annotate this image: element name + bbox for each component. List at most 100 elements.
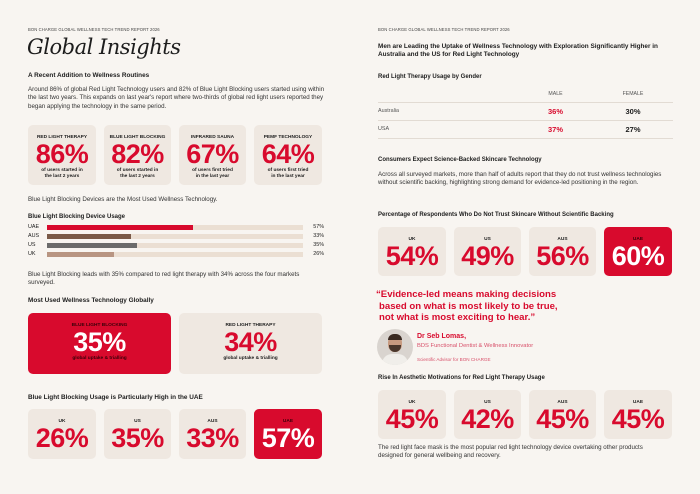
card-value: 82%: [111, 139, 164, 169]
card-value: 60%: [611, 241, 665, 271]
card-label: US: [134, 419, 141, 424]
report-kicker: BON CHARGE GLOBAL WELLNESS TECH TREND RE…: [378, 27, 510, 32]
card-label: BLUE LIGHT BLOCKING: [71, 323, 128, 328]
report-kicker: BON CHARGE GLOBAL WELLNESS TECH TREND RE…: [28, 27, 160, 32]
quote-line: “Evidence-led means making decisions: [376, 289, 557, 300]
avatar: [377, 329, 413, 365]
card-value: 56%: [536, 241, 589, 271]
page-title: Global Insights: [27, 35, 181, 59]
chart-paragraph: Blue Light Blocking leads with 35% compa…: [28, 271, 300, 287]
bar-row: UAE 57%: [28, 224, 324, 231]
author-advisor: Scientific Advisor for BON CHARGE: [417, 357, 491, 362]
card-label: US: [484, 237, 491, 242]
card-sub: of users started in: [116, 168, 159, 173]
bar-label: AUS: [28, 233, 40, 239]
row-country: USA: [378, 120, 518, 139]
card-sub: the last 2 years: [44, 174, 80, 179]
card-sub: global uptake & trialling: [72, 356, 127, 361]
column-header: MALE: [518, 86, 593, 103]
card-sub: global uptake & trialling: [223, 356, 278, 361]
card-value: 54%: [385, 241, 439, 271]
table-row: Australia 36% 30%: [378, 102, 673, 121]
bar-row: US 35%: [28, 242, 324, 249]
card-label: INFRARED SAUNA: [190, 135, 235, 140]
bar-label: US: [28, 242, 36, 248]
card-value: 49%: [461, 241, 514, 271]
country-card-highlight: UAE 60%: [604, 227, 672, 276]
table-title: Red Light Therapy Usage by Gender: [378, 74, 482, 80]
card-value: 45%: [536, 404, 589, 434]
card-value: 34%: [224, 327, 277, 357]
stat-card: BLUE LIGHT BLOCKING 82% of users started…: [104, 125, 171, 185]
pull-quote: “Evidence-led means making decisions bas…: [376, 289, 558, 324]
country-card: US 49%: [454, 227, 521, 276]
card-value: 86%: [35, 139, 89, 169]
country-card: UAE 45%: [604, 390, 672, 439]
bar-fill: [47, 252, 114, 257]
country-card: US 42%: [454, 390, 521, 439]
stat-card: INFRARED SAUNA 67% of users first tried …: [179, 125, 246, 185]
card-sub: in the last year: [271, 174, 305, 179]
card-value: 26%: [35, 423, 89, 453]
card-value: 64%: [261, 139, 315, 169]
bar-label: UAE: [28, 224, 40, 230]
card-label: AUS: [557, 400, 568, 405]
card-label: BLUE LIGHT BLOCKING: [109, 135, 166, 140]
section-paragraph: Around 86% of global Red Light Technolog…: [28, 86, 325, 110]
card-value: 45%: [611, 404, 665, 434]
author-role: BDS Functional Dentist & Wellness Innova…: [417, 343, 534, 349]
female-value: 30%: [593, 102, 673, 121]
section-heading: Consumers Expect Science-Backed Skincare…: [378, 157, 542, 163]
bar-label: UK: [28, 251, 36, 257]
page-headline: Men are Leading the Uptake of Wellness T…: [378, 43, 658, 58]
section-heading: Most Used Wellness Technology Globally: [28, 297, 154, 304]
column-header: FEMALE: [593, 86, 673, 103]
country-card: UK 45%: [378, 390, 446, 439]
card-value: 35%: [111, 423, 164, 453]
highlight-card: BLUE LIGHT BLOCKING 35% global uptake & …: [28, 313, 171, 374]
section-heading: Rise In Aesthetic Motivations for Red Li…: [378, 375, 545, 381]
card-sub: of users started in: [41, 168, 83, 173]
card-label: UAE: [632, 400, 644, 405]
card-label: AUS: [207, 419, 218, 424]
stat-card: PEMF TECHNOLOGY 64% of users first tried…: [254, 125, 322, 185]
country-card: AUS 33%: [179, 409, 246, 459]
card-sub: of users first tried: [192, 168, 233, 173]
card-label: PEMF TECHNOLOGY: [263, 135, 313, 140]
intro-text: Blue Light Blocking Devices are the Most…: [28, 196, 218, 203]
bar-value: 57%: [313, 224, 324, 230]
card-value: 33%: [186, 423, 239, 453]
country-card: AUS 56%: [529, 227, 596, 276]
card-label: RED LIGHT THERAPY: [225, 323, 276, 328]
bar-value: 26%: [313, 251, 324, 257]
card-value: 42%: [461, 404, 514, 434]
card-value: 57%: [261, 423, 315, 453]
section-paragraph: Across all surveyed markets, more than h…: [378, 171, 662, 187]
card-value: 67%: [186, 139, 239, 169]
card-label: UK: [408, 237, 416, 242]
card-label: UAE: [282, 419, 294, 424]
country-card-highlight: UAE 57%: [254, 409, 322, 459]
country-card: UK 26%: [28, 409, 96, 459]
card-label: UK: [58, 419, 66, 424]
bar-value: 33%: [313, 233, 324, 239]
card-label: RED LIGHT THERAPY: [36, 135, 88, 140]
table-row: USA 37% 27%: [378, 120, 673, 139]
card-label: US: [484, 400, 491, 405]
card-label: AUS: [557, 237, 568, 242]
country-card: US 35%: [104, 409, 171, 459]
stat-card: RED LIGHT THERAPY 34% global uptake & tr…: [179, 313, 322, 374]
male-value: 36%: [518, 102, 593, 121]
bar-fill: [47, 234, 132, 239]
quote-line: not what is most exciting to hear.”: [379, 312, 536, 324]
bar-row: UK 26%: [28, 251, 324, 258]
section-heading: Blue Light Blocking Usage is Particularl…: [28, 394, 203, 401]
male-value: 37%: [518, 120, 593, 139]
chart-title: Blue Light Blocking Device Usage: [28, 214, 126, 220]
quote-line: based on what is most likely to be true,: [379, 300, 558, 312]
bar-fill: [47, 225, 193, 230]
quote-author: Dr Seb Lomas,: [417, 333, 467, 340]
card-sub: in the last year: [195, 174, 230, 179]
section-heading: Percentage of Respondents Who Do Not Tru…: [378, 212, 614, 218]
card-label: UAE: [632, 237, 644, 242]
